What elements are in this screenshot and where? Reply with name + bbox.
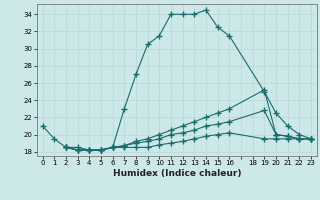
X-axis label: Humidex (Indice chaleur): Humidex (Indice chaleur) (113, 169, 241, 178)
